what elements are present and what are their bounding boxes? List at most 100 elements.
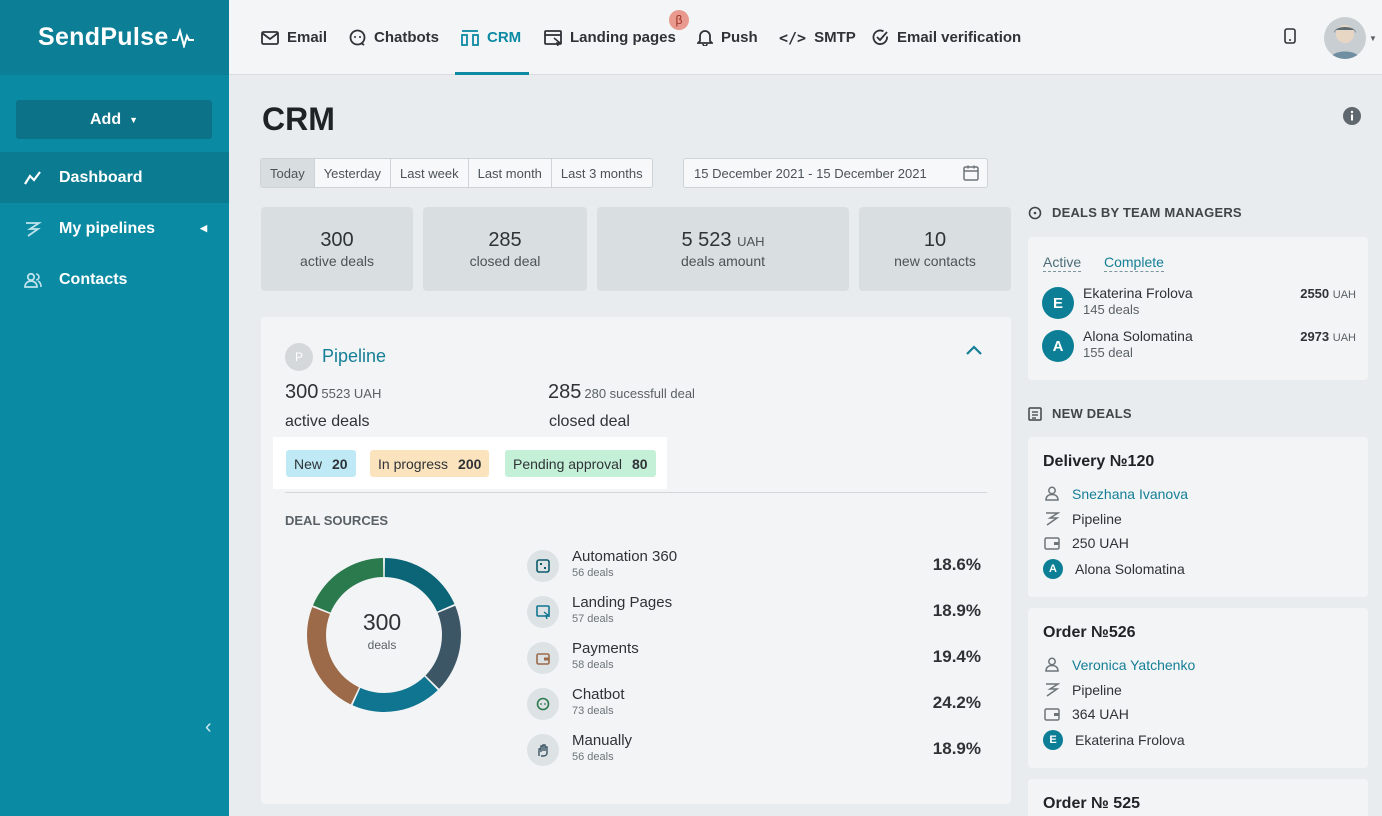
logo-text: SendPulse (38, 23, 169, 51)
tab-email[interactable]: Email (261, 0, 327, 75)
avatar[interactable] (1324, 17, 1366, 59)
stage-name: In progress (378, 455, 449, 472)
clock-icon (1028, 206, 1042, 219)
sidebar-item-contacts[interactable]: Contacts (0, 254, 229, 305)
stat-value: 5 523 (681, 229, 732, 251)
list-icon (1028, 406, 1042, 421)
tab-complete[interactable]: Complete (1104, 254, 1164, 272)
tab-push[interactable]: Push (697, 0, 758, 75)
source-percent: 18.6% (932, 555, 981, 574)
stat-deals-amount: 5 523 UAH deals amount (597, 207, 849, 291)
deal-card[interactable]: Delivery №120 Snezhana Ivanova Pipeline … (1028, 437, 1368, 597)
chatbot-icon (527, 688, 559, 720)
tab-label: Chatbots (374, 29, 439, 46)
pipeline-closed-extra: 280 sucessfull deal (584, 386, 695, 401)
manager-amount-unit: UAH (1332, 289, 1356, 301)
period-last-3-months-button[interactable]: Last 3 months (560, 165, 643, 181)
deal-amount: 364 UAH (1043, 705, 1129, 722)
deal-title: Order № 525 (1043, 795, 1140, 812)
deal-pipeline-name: Pipeline (1072, 681, 1122, 698)
period-today-button[interactable]: Today (261, 159, 315, 187)
chart-line-icon (24, 169, 42, 187)
pipeline-closed-count: 285 (548, 381, 582, 403)
caret-down-icon[interactable]: ▼ (1369, 34, 1377, 43)
donut-slice (312, 558, 384, 613)
period-yesterday-button[interactable]: Yesterday (315, 159, 392, 187)
period-last-week-button[interactable]: Last week (391, 159, 469, 187)
source-row-payments: Payments 58 deals 19.4% (527, 640, 981, 682)
collapse-sidebar-icon[interactable]: ‹ (205, 716, 212, 738)
tab-landing-pages[interactable]: Landing pages (544, 0, 676, 75)
stage-count: 20 (332, 455, 348, 472)
landing-icon (544, 29, 562, 46)
stage-pending-approval[interactable]: Pending approval 80 (505, 450, 656, 477)
hand-icon (527, 734, 559, 766)
sidebar-item-my-pipelines[interactable]: My pipelines ◀ (0, 203, 229, 254)
stage-name: Pending approval (513, 455, 622, 472)
stat-label: new contacts (894, 253, 976, 269)
stat-active-deals: 300 active deals (261, 207, 413, 291)
donut-total: 300 (362, 609, 402, 635)
stage-new[interactable]: New 20 (286, 450, 356, 477)
deal-card[interactable]: Order № 525 (1028, 779, 1368, 816)
new-deals-title: NEW DEALS (1052, 406, 1132, 421)
sidebar-item-label: My pipelines (59, 219, 156, 237)
caret-down-icon: ▼ (129, 114, 139, 125)
pipeline-active-label: active deals (285, 413, 370, 430)
beta-badge: β (669, 10, 689, 30)
pipeline-active-count: 300 (285, 381, 319, 403)
tab-crm[interactable]: CRM (454, 0, 530, 75)
tab-label: CRM (487, 29, 522, 46)
logo[interactable]: SendPulse (0, 0, 229, 75)
tab-active[interactable]: Active (1043, 254, 1082, 272)
deal-card[interactable]: Order №526 Veronica Yatchenko Pipeline 3… (1028, 608, 1368, 768)
new-deals-section-header: NEW DEALS (1028, 406, 1132, 421)
deal-pipeline: Pipeline (1043, 510, 1122, 527)
pipeline-icon (1043, 510, 1060, 527)
tab-smtp[interactable]: </> SMTP (779, 0, 856, 75)
stage-count: 200 (458, 455, 482, 472)
date-range-picker[interactable]: 15 December 2021 - 15 December 2021 (683, 158, 988, 188)
deal-amount-value: 250 UAH (1072, 534, 1129, 551)
stage-name: New (294, 455, 323, 472)
deal-manager-name: Alona Solomatina (1075, 561, 1185, 577)
deal-contact-name: Veronica Yatchenko (1072, 656, 1196, 673)
source-row-automation-360: Automation 360 56 deals 18.6% (527, 548, 981, 590)
phone-icon[interactable] (1284, 28, 1296, 49)
deal-contact[interactable]: Veronica Yatchenko (1043, 656, 1195, 673)
pipeline-title[interactable]: Pipeline (322, 346, 387, 366)
stat-label: deals amount (680, 253, 766, 269)
deal-contact[interactable]: Snezhana Ivanova (1043, 485, 1188, 502)
source-name: Manually (572, 732, 633, 749)
chevron-up-icon[interactable] (965, 343, 983, 361)
period-last-month-button[interactable]: Last month (469, 159, 552, 187)
tab-chatbots[interactable]: Chatbots (349, 0, 439, 75)
tab-email-verification[interactable]: Email verification (872, 0, 1021, 75)
user-icon (1043, 656, 1060, 673)
deal-title: Order №526 (1043, 624, 1136, 641)
info-icon[interactable] (1342, 106, 1362, 131)
pipeline-badge: P (285, 343, 313, 371)
stat-closed-deal: 285 closed deal (423, 207, 587, 291)
source-count: 57 deals (572, 613, 614, 625)
deal-sources-donut (307, 558, 461, 712)
stage-in-progress[interactable]: In progress 200 (370, 450, 490, 477)
donut-label: deals (367, 638, 397, 652)
manager-amount-value: 2973 (1300, 329, 1330, 344)
sidebar-item-dashboard[interactable]: Dashboard (0, 152, 229, 203)
source-name: Chatbot (572, 686, 625, 703)
sidebar-nav: Dashboard My pipelines ◀ Contacts (0, 152, 229, 305)
deal-manager: E Ekaterina Frolova (1043, 730, 1185, 750)
avatar: E (1042, 287, 1074, 319)
stat-value-wrap: 5 523 UAH (681, 229, 764, 252)
donut-slice (307, 607, 359, 705)
tab-label: SMTP (814, 29, 856, 46)
landing-icon (527, 596, 559, 628)
add-button[interactable]: Add ▼ (16, 100, 212, 139)
avatar: A (1043, 559, 1063, 579)
avatar: E (1043, 730, 1063, 750)
source-name: Payments (572, 640, 639, 657)
source-percent: 24.2% (932, 693, 981, 712)
automation-icon (527, 550, 559, 582)
stat-new-contacts: 10 new contacts (859, 207, 1011, 291)
